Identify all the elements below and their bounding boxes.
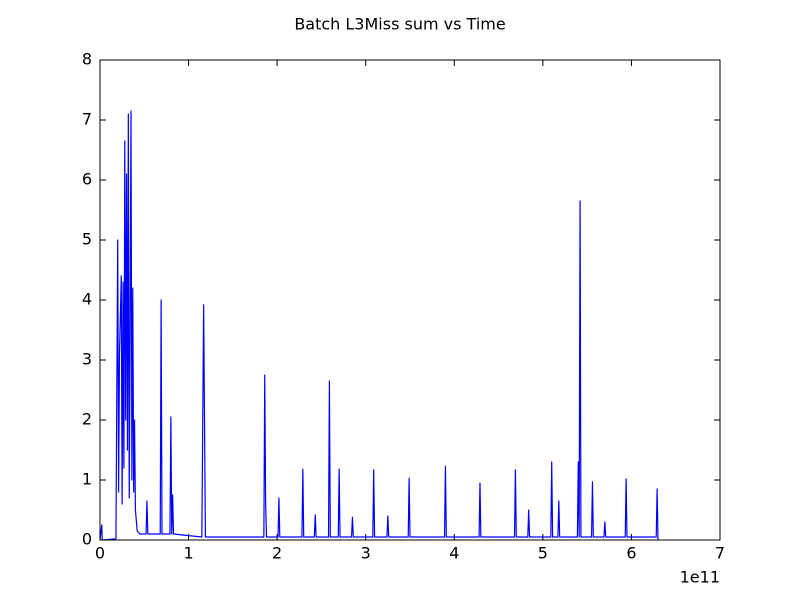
y-tick-label: 2 [82,410,92,429]
x-tick-label: 2 [272,544,282,563]
x-tick-label: 6 [626,544,636,563]
y-tick-label: 5 [82,230,92,249]
y-tick-label: 4 [82,290,92,309]
x-tick-label: 1 [183,544,193,563]
plot-frame [99,59,721,541]
x-tick-label: 3 [361,544,371,563]
x-tick-label: 4 [449,544,459,563]
y-tick-label: 1 [82,470,92,489]
y-tick-label: 7 [82,110,92,129]
y-tick-label: 6 [82,170,92,189]
y-tick-label: 3 [82,350,92,369]
x-offset-label: 1e11 [680,568,720,587]
y-tick-label: 8 [82,50,92,69]
y-tick-label: 0 [82,530,92,549]
x-tick-label: 0 [95,544,105,563]
line [99,110,659,541]
x-tick-label: 7 [715,544,725,563]
chart-title: Batch L3Miss sum vs Time [294,15,505,34]
x-tick-label: 5 [538,544,548,563]
